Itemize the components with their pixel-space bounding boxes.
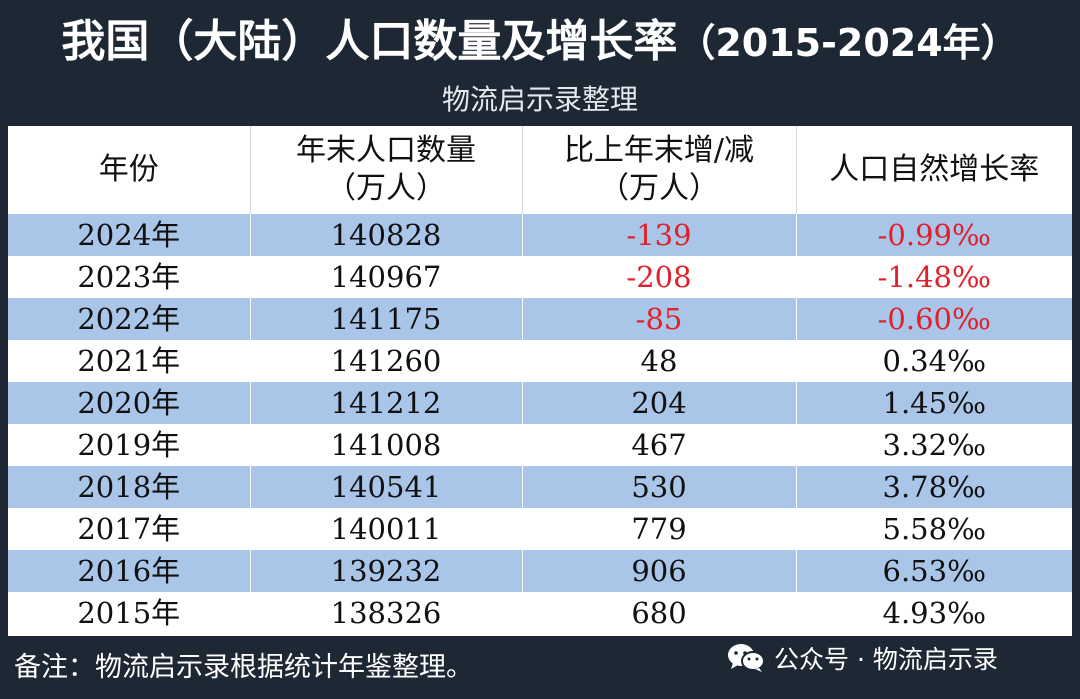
cell-population: 138326 [250,592,523,634]
cell-population: 141212 [250,382,523,424]
cell-year: 2020年 [8,382,251,424]
table-row: 2022年 141175 -85 -0.60‰ [8,298,1072,340]
cell-growth-rate: 5.58‰ [796,508,1072,550]
cell-change: 467 [522,424,797,466]
cell-change: 530 [522,466,797,508]
cell-year: 2021年 [8,340,251,382]
column-header-change: 比上年末增/减 （万人） [522,126,797,214]
cell-population: 140541 [250,466,523,508]
wechat-icon [728,644,765,672]
table-row: 2019年 141008 467 3.32‰ [8,424,1072,466]
title-text: 我国（大陆）人口数量及增长率 [61,16,678,67]
title-year-range: （2015-2024年） [677,21,1019,65]
cell-growth-rate: 3.78‰ [796,466,1072,508]
cell-change: 779 [522,508,797,550]
cell-population: 141008 [250,424,523,466]
table-row: 2020年 141212 204 1.45‰ [8,382,1072,424]
table-row: 2016年 139232 906 6.53‰ [8,550,1072,592]
cell-population: 140967 [250,256,523,298]
cell-year: 2017年 [8,508,251,550]
footer-note: 备注：物流启示录根据统计年鉴整理。 [14,652,473,683]
page-title: 我国（大陆）人口数量及增长率（2015-2024年） [0,6,1080,78]
table-row: 2015年 138326 680 4.93‰ [8,592,1072,634]
cell-year: 2024年 [8,214,251,256]
cell-change: 204 [522,382,797,424]
cell-growth-rate: -1.48‰ [796,256,1072,298]
cell-growth-rate: 0.34‰ [796,340,1072,382]
cell-growth-rate: -0.60‰ [796,298,1072,340]
cell-population: 140828 [250,214,523,256]
cell-growth-rate: 4.93‰ [796,592,1072,634]
cell-year: 2019年 [8,424,251,466]
table-row: 2021年 141260 48 0.34‰ [8,340,1072,382]
table-row: 2024年 140828 -139 -0.99‰ [8,214,1072,256]
cell-change: 906 [522,550,797,592]
cell-growth-rate: -0.99‰ [796,214,1072,256]
cell-change: -208 [522,256,797,298]
cell-year: 2018年 [8,466,251,508]
column-header-year: 年份 [8,126,251,214]
table-row: 2018年 140541 530 3.78‰ [8,466,1072,508]
cell-year: 2015年 [8,592,251,634]
table-header-row: 年份 年末人口数量 （万人） 比上年末增/减 （万人） 人口自然增长率 [8,126,1072,214]
cell-change: -139 [522,214,797,256]
table-body: 2024年 140828 -139 -0.99‰ 2023年 140967 -208 -1.4… [8,214,1072,634]
cell-year: 2022年 [8,298,251,340]
cell-year: 2016年 [8,550,251,592]
cell-change: 680 [522,592,797,634]
cell-growth-rate: 1.45‰ [796,382,1072,424]
cell-population: 141260 [250,340,523,382]
cell-population: 139232 [250,550,523,592]
cell-population: 140011 [250,508,523,550]
table-row: 2017年 140011 779 5.58‰ [8,508,1072,550]
cell-growth-rate: 6.53‰ [796,550,1072,592]
table-row: 2023年 140967 -208 -1.48‰ [8,256,1072,298]
column-header-population: 年末人口数量 （万人） [250,126,523,214]
cell-growth-rate: 3.32‰ [796,424,1072,466]
cell-year: 2023年 [8,256,251,298]
cell-change: -85 [522,298,797,340]
cell-population: 141175 [250,298,523,340]
column-header-growth-rate: 人口自然增长率 [796,126,1072,214]
watermark: 公众号 · 物流启示录 [726,640,998,676]
population-table: 年份 年末人口数量 （万人） 比上年末增/减 （万人） 人口自然增长率 2024年 1… [8,126,1072,636]
cell-change: 48 [522,340,797,382]
footer: 备注：物流启示录根据统计年鉴整理。 [0,636,1080,699]
watermark-text: 公众号 · 物流启示录 [774,645,998,674]
page-subtitle: 物流启示录整理 [441,83,638,116]
